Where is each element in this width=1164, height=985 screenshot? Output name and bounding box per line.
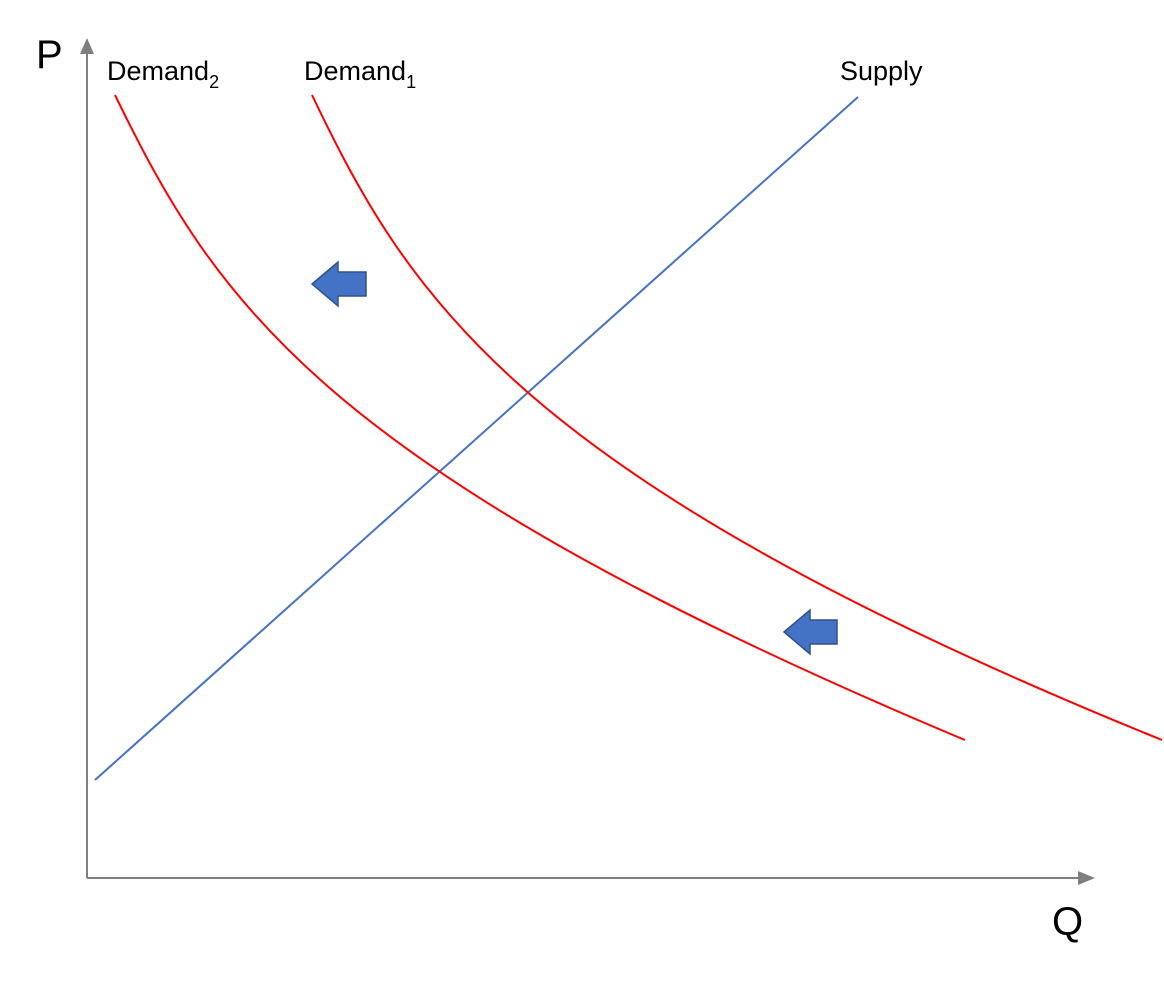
demand2-label: Demand2 bbox=[107, 56, 219, 92]
y-axis-label: P bbox=[36, 33, 63, 77]
supply-label: Supply bbox=[840, 56, 923, 86]
shift-arrow bbox=[310, 260, 367, 308]
label-text: Demand bbox=[107, 56, 209, 86]
label-subscript: 2 bbox=[209, 72, 219, 92]
label-subscript: 1 bbox=[406, 72, 416, 92]
x-axis-label: Q bbox=[1052, 900, 1083, 944]
demand1-label: Demand1 bbox=[304, 56, 416, 92]
demand1-curve bbox=[311, 94, 1163, 741]
supply-curve bbox=[94, 96, 859, 781]
demand2-curve bbox=[114, 94, 966, 741]
y-axis-arrow bbox=[80, 38, 94, 54]
shift-arrow bbox=[782, 608, 838, 656]
x-axis-arrow bbox=[1078, 871, 1095, 885]
label-text: Demand bbox=[304, 56, 406, 86]
